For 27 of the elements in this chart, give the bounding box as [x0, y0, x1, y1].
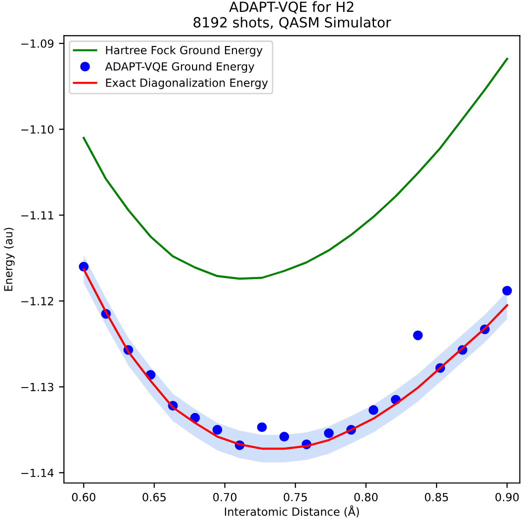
point — [257, 422, 267, 432]
point — [212, 424, 222, 435]
legend-label: Exact Diagonalization Energy — [106, 78, 268, 90]
y-tick-label: −1.14 — [21, 468, 54, 477]
x-tick-label: 0.80 — [354, 492, 378, 502]
x-tick-label: 0.75 — [284, 492, 307, 502]
point — [368, 405, 378, 415]
x-axis-title: Interatomic Distance (Å) — [224, 505, 359, 518]
x-tick-label: 0.70 — [213, 492, 236, 502]
chart-title: ADAPT-VQE for H2 8192 shots, QASM Simulator — [194, 1, 392, 30]
point — [279, 432, 290, 442]
legend-label: ADAPT-VQE Ground Energy — [105, 62, 254, 73]
point — [502, 286, 512, 296]
y-tick-label: −1.10 — [21, 125, 54, 134]
y-tick-label: −1.12 — [21, 296, 54, 306]
x-tick-label: 0.60 — [72, 492, 96, 502]
y-tick-label: −1.11 — [21, 211, 54, 220]
legend-label: Hartree Fock Ground Energy — [106, 46, 262, 56]
y-tick-label: −1.13 — [21, 382, 54, 392]
x-tick-label: 0.90 — [495, 492, 519, 502]
x-tick-label: 0.65 — [142, 492, 166, 502]
y-tick-label: −1.09 — [21, 39, 54, 48]
y-axis-title: Energy (au) — [4, 228, 15, 291]
line-series — [82, 58, 508, 280]
point — [413, 330, 423, 340]
point — [324, 428, 334, 438]
x-tick-label: 0.85 — [424, 492, 448, 502]
